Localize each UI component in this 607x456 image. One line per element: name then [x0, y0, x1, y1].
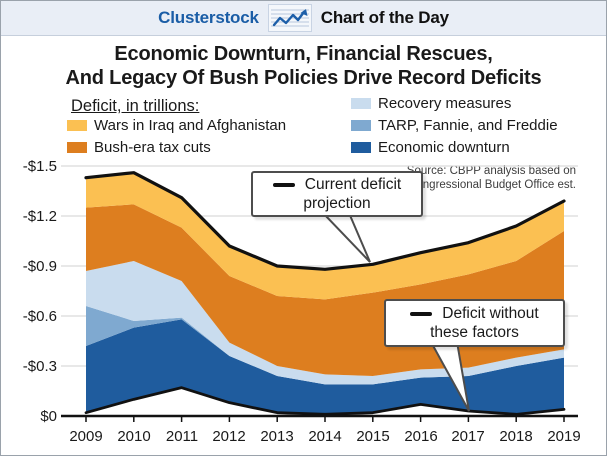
- legend-item-tarp: TARP, Fannie, and Freddie: [351, 117, 558, 134]
- x-tick-2009: 2009: [69, 428, 102, 445]
- line-current-deficit-projection: [84, 171, 566, 271]
- legend-item-tax-cuts: Bush-era tax cuts: [67, 139, 211, 156]
- chart-title-line1: Economic Downturn, Financial Rescues,: [114, 43, 493, 65]
- legend-swatch-recovery: [351, 98, 371, 109]
- chart-title-line2: And Legacy Of Bush Policies Drive Record…: [65, 67, 542, 89]
- legend-swatch-wars: [67, 120, 87, 131]
- y-tick-1.5: -$1.5: [23, 158, 57, 175]
- source-line1: Source: CBPP analysis based on: [406, 165, 576, 177]
- legend-item-downturn: Economic downturn: [351, 139, 510, 156]
- callout-deficit-without-factors: Deficit without these factors: [384, 299, 565, 347]
- x-tick-2016: 2016: [404, 428, 437, 445]
- legend-swatch-tax-cuts: [67, 142, 87, 153]
- callout-tail-current-deficit: [320, 212, 371, 263]
- callout2-line1: Deficit without: [442, 305, 539, 322]
- x-tick-2010: 2010: [117, 428, 150, 445]
- source-note: Source: CBPP analysis based on Congressi…: [407, 164, 576, 192]
- x-tick-2017: 2017: [451, 428, 484, 445]
- header-bar: Clusterstock Chart of the Day: [1, 1, 606, 36]
- y-tick-0.9: -$0.9: [23, 258, 57, 275]
- x-axis-labels: 2009 2010 2011 2012 2013 2014 2015 2016 …: [69, 428, 580, 445]
- x-tick-2015: 2015: [356, 428, 389, 445]
- legend-label-downturn: Economic downturn: [378, 139, 510, 156]
- line-key-icon: [272, 182, 295, 187]
- area-recovery-measures: [86, 261, 564, 385]
- x-tick-2012: 2012: [212, 428, 245, 445]
- chart-title: Economic Downturn, Financial Rescues, An…: [1, 42, 606, 90]
- x-tick-2014: 2014: [308, 428, 341, 445]
- legend-label-recovery: Recovery measures: [378, 95, 512, 112]
- callout-current-deficit-projection: Current deficit projection: [251, 171, 423, 217]
- y-tick-0.3: -$0.3: [23, 358, 57, 375]
- header-title: Chart of the Day: [320, 8, 449, 27]
- legend-heading: Deficit, in trillions:: [71, 97, 200, 115]
- x-axis-ticks: [85, 416, 565, 422]
- brand-logo-text: Clusterstock: [158, 8, 259, 27]
- legend-item-recovery: Recovery measures: [351, 95, 511, 112]
- callout1-line2: projection: [303, 195, 371, 212]
- x-tick-2011: 2011: [166, 428, 198, 445]
- line-key-icon: [410, 311, 433, 316]
- y-axis-labels: $0 -$0.3 -$0.6 -$0.9 -$1.2 -$1.5: [23, 158, 57, 425]
- deficit-lines: [84, 171, 566, 416]
- y-tick-1.2: -$1.2: [23, 208, 57, 225]
- legend-label-tax-cuts: Bush-era tax cuts: [94, 139, 211, 156]
- x-tick-2018: 2018: [499, 428, 532, 445]
- line-deficit-without-these-factors: [84, 386, 566, 416]
- legend-swatch-downturn: [351, 142, 371, 153]
- legend-label-wars: Wars in Iraq and Afghanistan: [94, 117, 287, 134]
- line-chart-icon: [267, 4, 312, 32]
- area-wars-in-iraq-and-afghanistan: [86, 172, 564, 300]
- callout2-line2: these factors: [430, 324, 519, 341]
- y-tick-0: $0: [40, 408, 57, 425]
- legend-swatch-tarp: [351, 120, 371, 131]
- x-tick-2013: 2013: [260, 428, 293, 445]
- y-tick-0.6: -$0.6: [23, 308, 57, 325]
- source-line2: Congressional Budget Office est.: [408, 179, 576, 191]
- legend-label-tarp: TARP, Fannie, and Freddie: [378, 117, 558, 134]
- area-economic-downturn: [86, 319, 564, 415]
- callout1-line1: Current deficit: [304, 176, 402, 193]
- x-tick-2019: 2019: [547, 428, 580, 445]
- legend-item-wars: Wars in Iraq and Afghanistan: [67, 117, 286, 134]
